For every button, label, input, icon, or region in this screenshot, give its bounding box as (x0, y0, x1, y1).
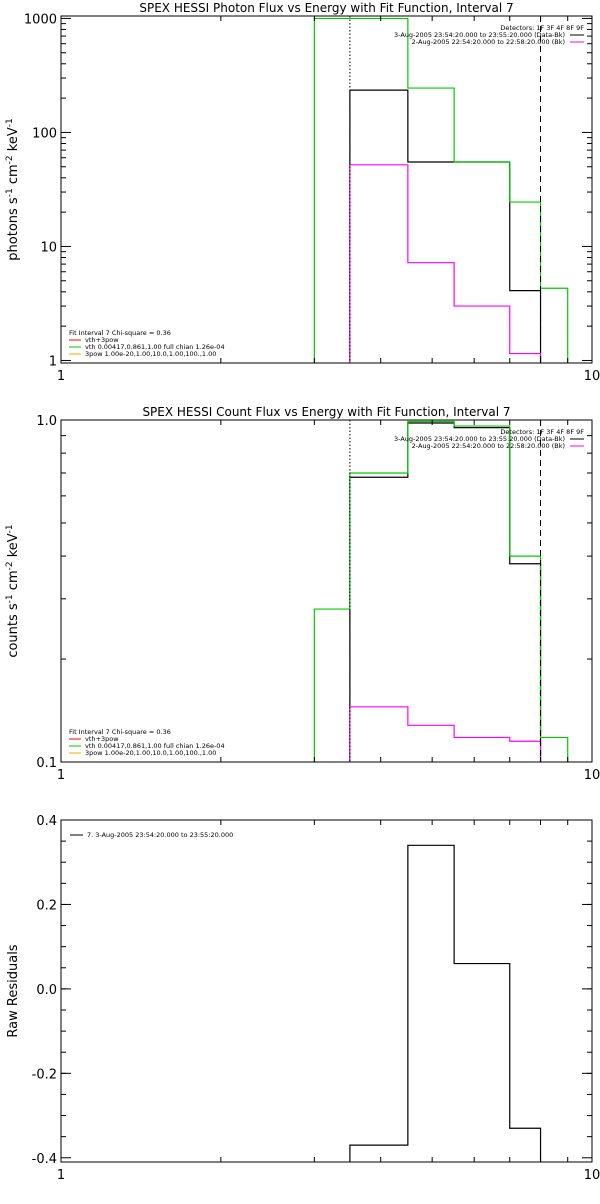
y-tick-label: 0.0 (36, 983, 57, 998)
legend-entry: Detectors: 1F 3F 4F 8F 9F (500, 428, 584, 436)
legend-entry: 2-Aug-2005 22:54:20.000 to 22:58:20.000 … (412, 38, 565, 46)
y-axis-label-part: Raw Residuals (6, 944, 21, 1037)
y-tick-label: -0.2 (32, 1067, 57, 1082)
legend-entry: 2-Aug-2005 22:54:20.000 to 22:58:20.000 … (412, 442, 565, 450)
y-tick-label: -0.4 (32, 1152, 57, 1167)
series-1-line (349, 844, 542, 1162)
series-3-line (349, 706, 542, 762)
y-tick-label: 1.0 (36, 414, 57, 429)
y-tick-label: 0.4 (36, 814, 57, 829)
y-axis-label-part: keV (6, 127, 21, 155)
x-tick-label: 10 (584, 369, 600, 384)
legend-entry: 3pow 1.00e-20,1.00,10.0,1.00,100.,1.00 (85, 749, 216, 757)
y-axis-label-part: -1 (5, 594, 15, 603)
y-tick-label: 100 (32, 126, 57, 141)
legend-entry: Fit Interval 7 Chi-square = 0.36 (69, 728, 171, 736)
legend-entry: 7. 3-Aug-2005 23:54:20.000 to 23:55:20.0… (87, 831, 233, 839)
y-tick-label: 10 (40, 240, 57, 255)
chart-2: SPEX HESSI Count Flux vs Energy with Fit… (5, 405, 600, 783)
series-group (349, 844, 542, 1162)
series-group (313, 17, 569, 363)
y-axis-label-part: cm (6, 570, 21, 594)
legend-entry: vth+3pow (85, 336, 119, 344)
y-axis-label: counts s-1 cm-2 keV-1 (5, 524, 21, 657)
x-tick-label: 1 (57, 768, 65, 783)
legend-entry: Detectors: 1F 3F 4F 8F 9F (500, 24, 584, 32)
legend-entry: 3-Aug-2005 23:54:20.000 to 23:55:20.000 … (394, 31, 565, 39)
y-tick-label: 1 (49, 354, 57, 369)
y-tick-label: 1000 (24, 12, 57, 27)
x-tick-label: 10 (584, 768, 600, 783)
y-axis-label-part: cm (6, 164, 21, 188)
plot-frame (60, 419, 593, 763)
y-axis-label-part: -1 (5, 188, 15, 197)
x-tick-label: 10 (584, 1168, 600, 1183)
series-1-line (349, 89, 542, 363)
legend-entry: 3-Aug-2005 23:54:20.000 to 23:55:20.000 … (394, 435, 565, 443)
y-tick-label: 0.1 (36, 756, 57, 771)
y-axis-label: Raw Residuals (6, 944, 21, 1037)
legend-entry: vth+3pow (85, 735, 119, 743)
x-tick-label: 1 (57, 1168, 65, 1183)
chart-title: SPEX HESSI Photon Flux vs Energy with Fi… (139, 1, 513, 15)
y-axis-label-part: -2 (5, 561, 15, 570)
y-axis-label: photons s-1 cm-2 keV-1 (5, 118, 21, 260)
chart-3: Raw Residuals 1 10 -0.4 -0.2 0.0 0.2 0.4 7. 3-Au… (6, 814, 600, 1183)
plot-frame (60, 819, 593, 1163)
series-1-line (349, 422, 542, 762)
y-axis-label-part: -1 (5, 118, 15, 127)
series-3-line (349, 164, 542, 363)
y-axis-label-part: -1 (5, 524, 15, 533)
legend-entry: 3pow 1.00e-20,1.00,10.0,1.00,100.,1.00 (85, 350, 216, 358)
legend-entry: vth 0.00417,0.861,1.00 full chian 1.26e-… (85, 742, 225, 750)
y-axis-label-part: counts s (6, 603, 21, 658)
chart-title: SPEX HESSI Count Flux vs Energy with Fit… (142, 405, 510, 419)
x-tick-label: 1 (57, 369, 65, 384)
y-axis-label-part: photons s (6, 197, 21, 261)
series-group (313, 420, 569, 762)
legend-entry: vth 0.00417,0.861,1.00 full chian 1.26e-… (85, 343, 225, 351)
legend-entry: Fit Interval 7 Chi-square = 0.36 (69, 329, 171, 337)
y-axis-label-part: keV (6, 533, 21, 561)
y-tick-label: 0.2 (36, 898, 57, 913)
y-axis-label-part: -2 (5, 155, 15, 164)
chart-1: SPEX HESSI Photon Flux vs Energy with Fi… (5, 1, 600, 384)
series-2-line (313, 17, 569, 363)
series-2-line (313, 420, 569, 762)
plot-frame (60, 15, 593, 364)
